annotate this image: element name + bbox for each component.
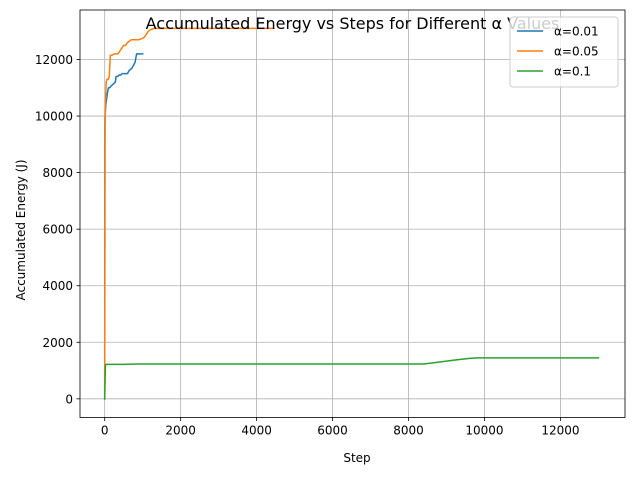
legend: α=0.01 α=0.05 α=0.1 bbox=[509, 16, 619, 88]
legend-label-1: α=0.01 bbox=[554, 25, 599, 39]
legend-box bbox=[509, 16, 619, 88]
x-tick-label: 2000 bbox=[165, 424, 196, 438]
legend-label-3: α=0.1 bbox=[554, 65, 591, 79]
y-tick-label: 2000 bbox=[42, 336, 73, 350]
series-layer bbox=[103, 27, 600, 400]
x-tick-label: 8000 bbox=[393, 424, 424, 438]
x-tick-label: 12000 bbox=[541, 424, 579, 438]
chart-title: Accumulated Energy vs Steps for Differen… bbox=[146, 14, 560, 33]
x-axis-label: Step bbox=[343, 451, 370, 465]
series-line-1 bbox=[103, 53, 144, 400]
tick-layer: 0 2000 4000 6000 8000 10000 12000 0 2000 4000 6000… bbox=[35, 53, 580, 438]
y-tick-label: 8000 bbox=[42, 166, 73, 180]
y-tick-label: 0 bbox=[65, 392, 73, 406]
x-tick-label: 6000 bbox=[317, 424, 348, 438]
y-tick-label: 10000 bbox=[35, 110, 73, 124]
axes-frame bbox=[79, 9, 626, 418]
y-axis-label: Accumulated Energy (J) bbox=[14, 159, 28, 300]
x-tick-label: 0 bbox=[101, 424, 109, 438]
y-tick-label: 4000 bbox=[42, 279, 73, 293]
grid-layer bbox=[80, 10, 625, 418]
y-tick-label: 6000 bbox=[42, 223, 73, 237]
y-tick-label: 12000 bbox=[35, 53, 73, 67]
series-line-2 bbox=[103, 27, 275, 400]
legend-label-2: α=0.05 bbox=[554, 45, 599, 59]
series-line-3 bbox=[103, 357, 600, 400]
x-tick-label: 10000 bbox=[465, 424, 503, 438]
x-tick-label: 4000 bbox=[241, 424, 272, 438]
